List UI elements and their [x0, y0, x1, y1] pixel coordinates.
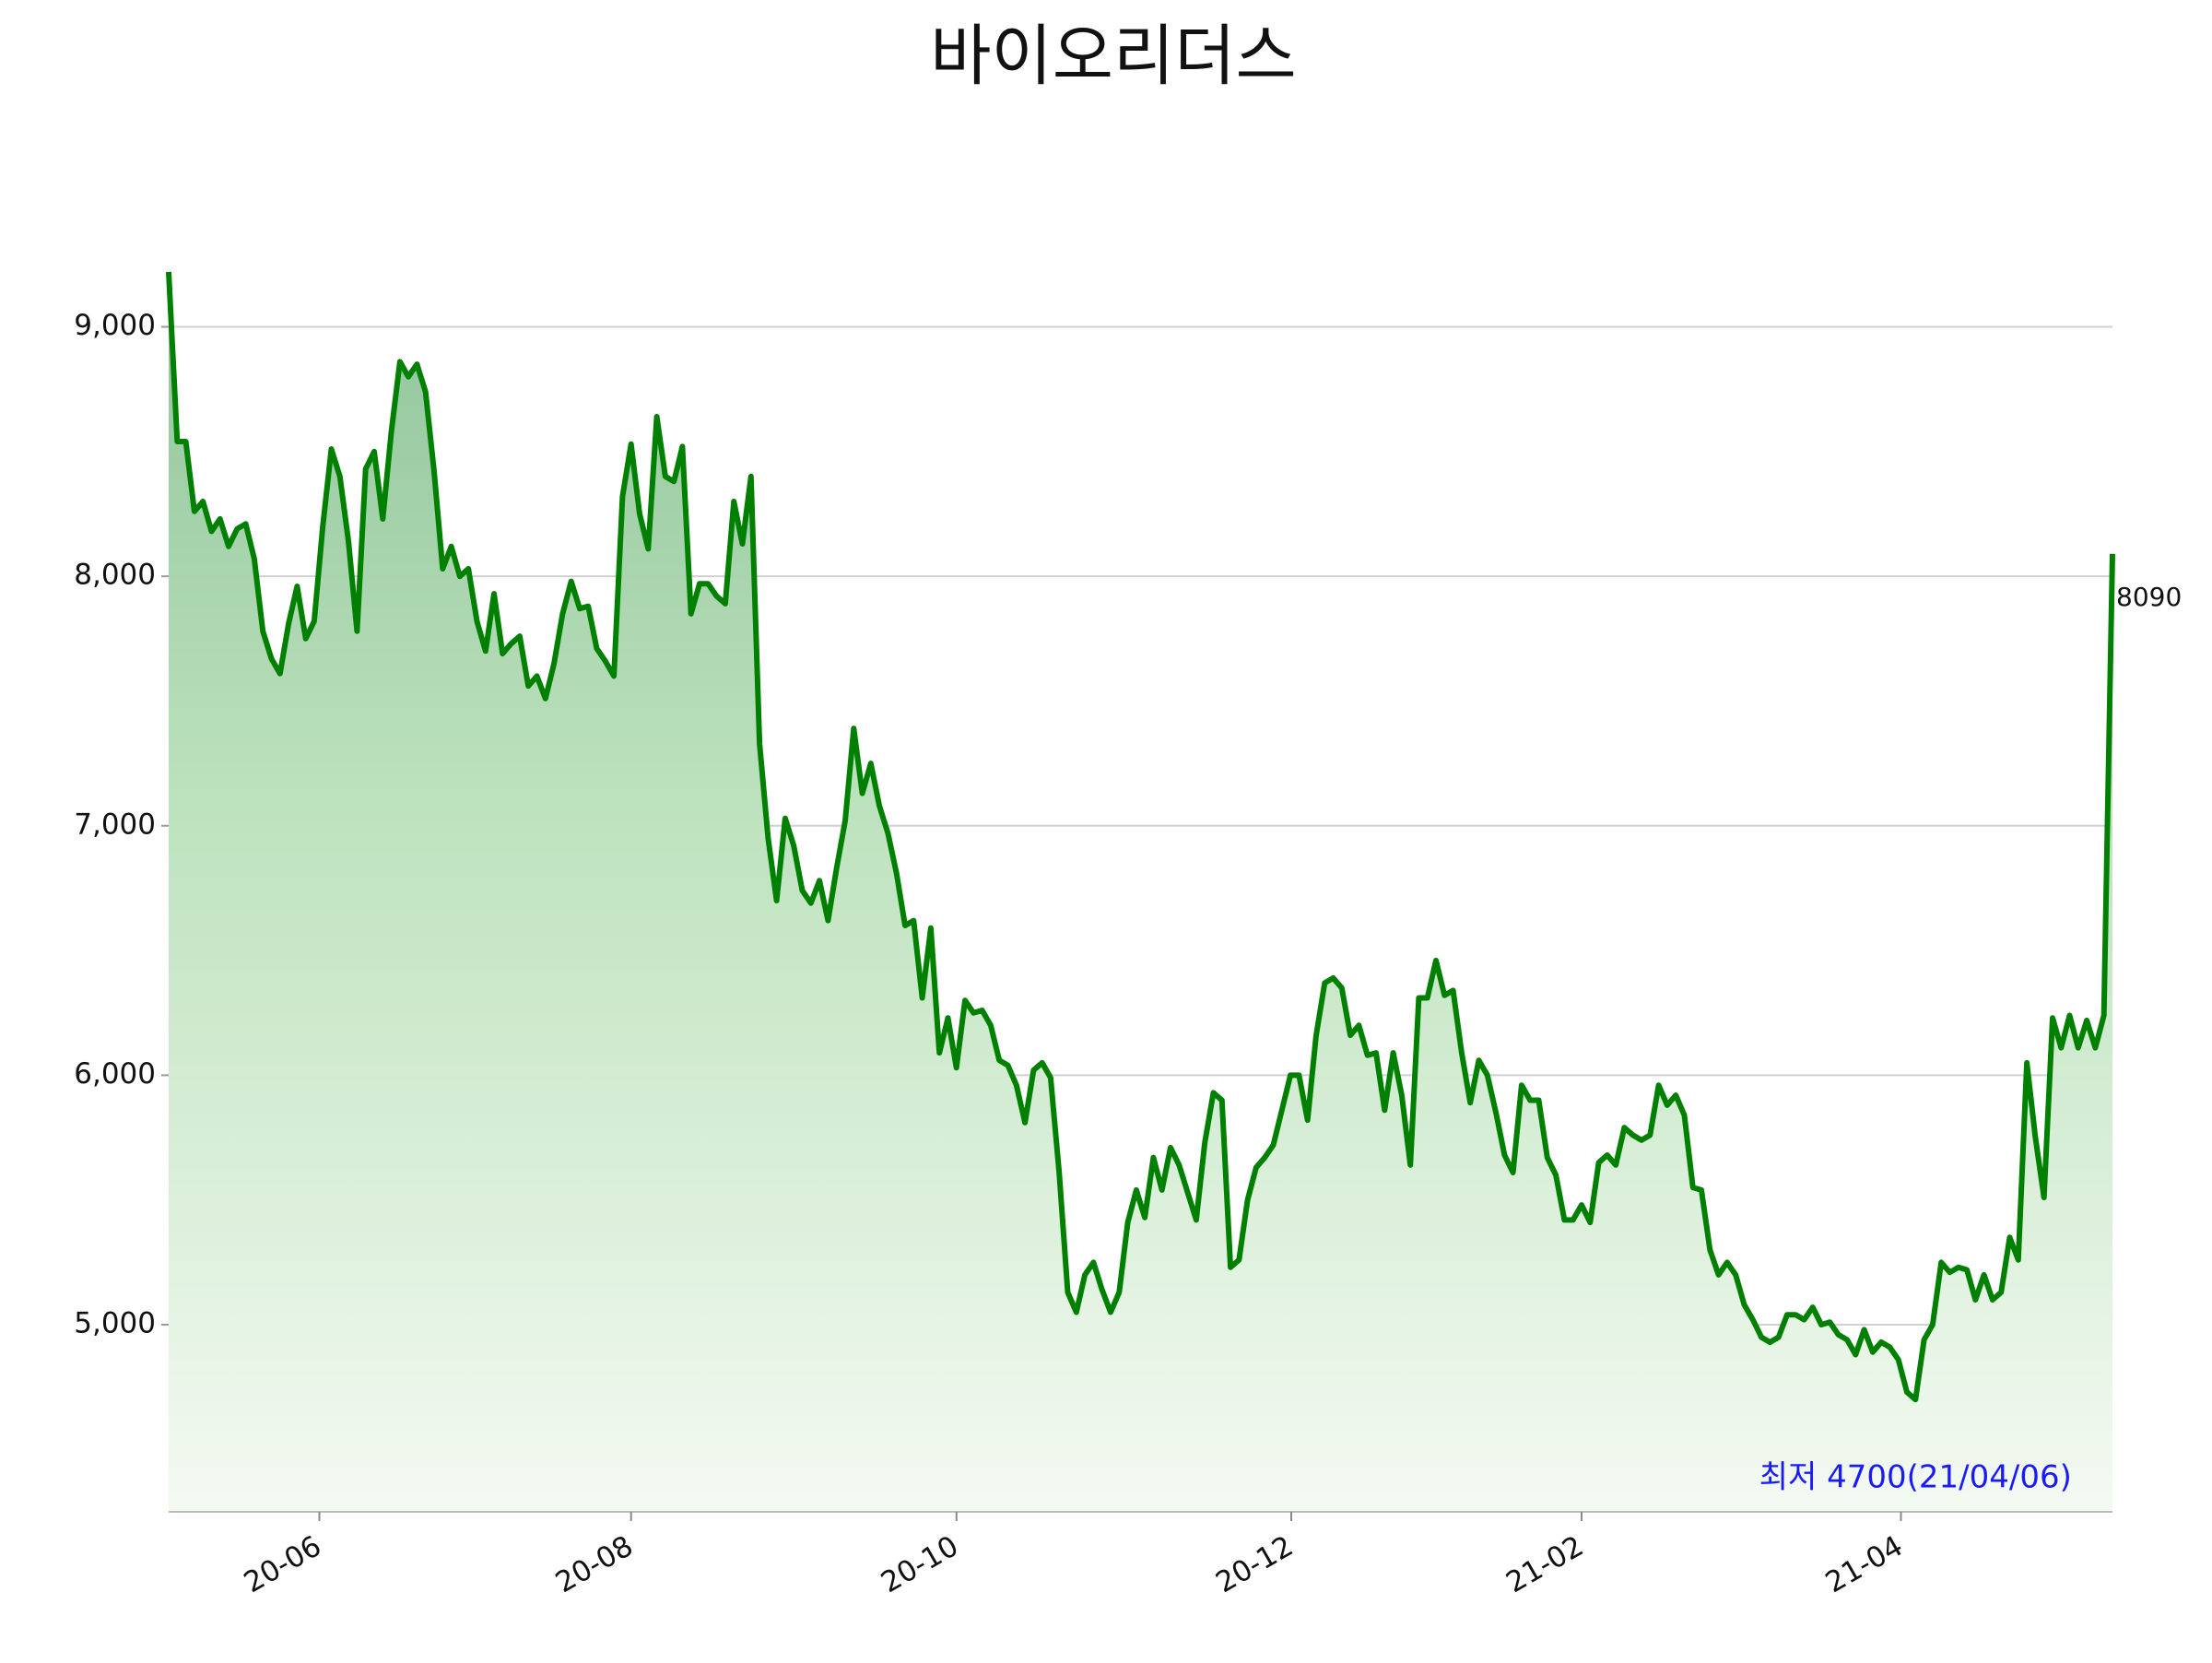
y-tick-label: 5,000 — [74, 1307, 156, 1340]
y-tick-label: 9,000 — [74, 309, 156, 342]
x-tick-label: 21-04 — [1820, 1529, 1909, 1599]
x-tick-label: 20-10 — [876, 1529, 964, 1599]
x-tick-label: 20-08 — [550, 1529, 639, 1599]
min-label: 최저 4700(21/04/06) — [1759, 1459, 2072, 1496]
y-tick-label: 6,000 — [74, 1057, 156, 1091]
x-tick-label: 20-12 — [1210, 1529, 1299, 1599]
x-tick-label: 20-06 — [239, 1529, 327, 1599]
end-label: 8090 — [2116, 582, 2182, 612]
x-tick-label: 21-02 — [1500, 1529, 1589, 1599]
area — [169, 272, 2112, 1512]
chart-title: 바이오리더스 — [930, 18, 1296, 95]
y-tick-label: 7,000 — [74, 808, 156, 841]
price-line — [166, 271, 2115, 1403]
y-tick-label: 8,000 — [74, 559, 156, 592]
